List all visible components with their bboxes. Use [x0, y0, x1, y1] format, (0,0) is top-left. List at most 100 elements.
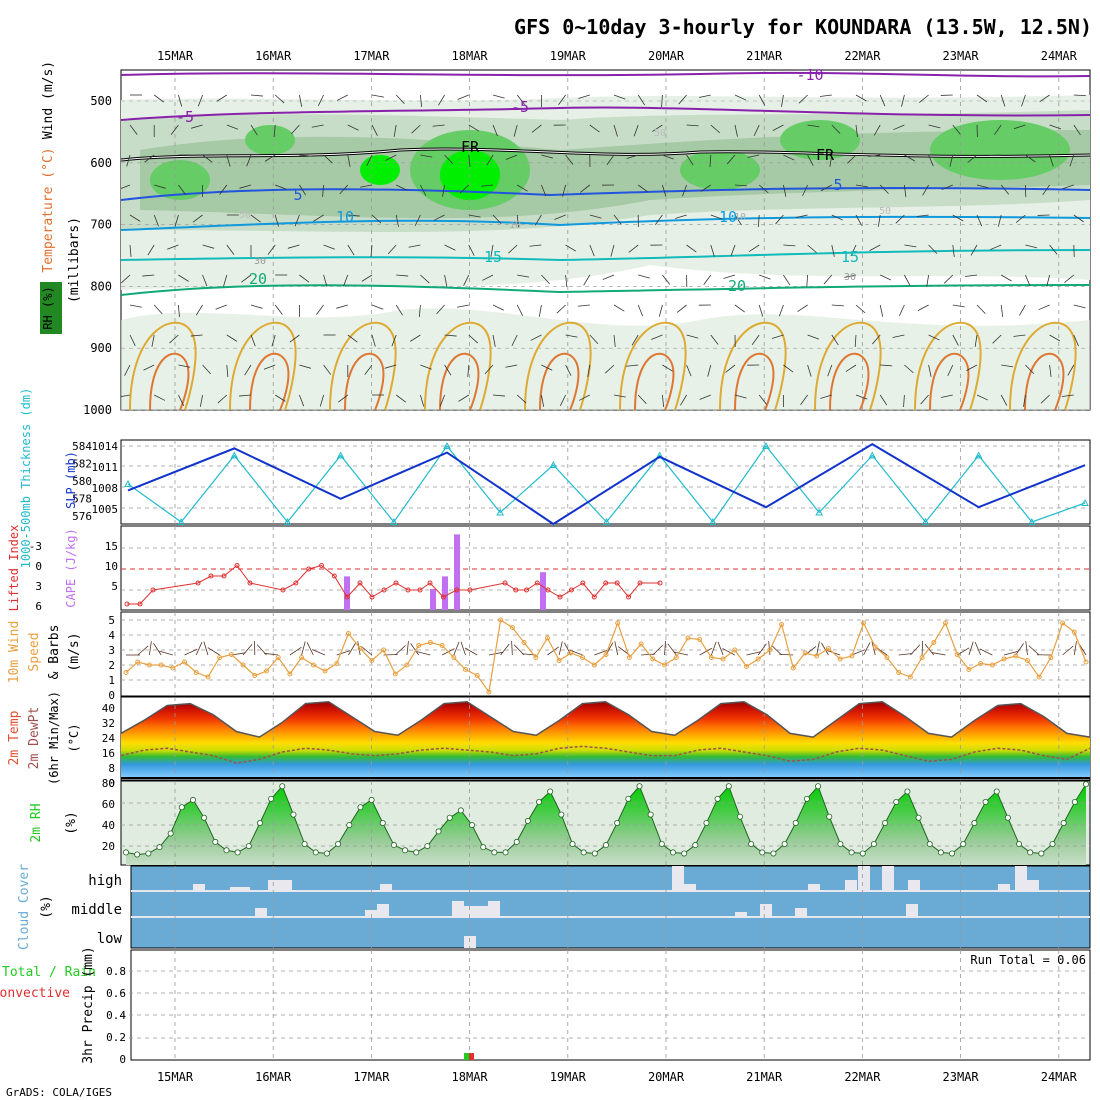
thickness-point	[230, 451, 239, 459]
wind10-point	[357, 646, 363, 651]
thickness-point	[389, 517, 398, 525]
wind10-point	[849, 653, 855, 659]
side-label: 2m DewPt	[27, 707, 42, 770]
side-label: Wind (m/s)	[41, 61, 56, 139]
slp-series	[127, 443, 1086, 526]
wind10-point	[790, 665, 796, 671]
rh2m-point	[156, 844, 163, 851]
contour-label: 50	[239, 210, 251, 221]
li-point	[280, 587, 286, 593]
rh2m-point	[770, 850, 777, 857]
rh2m-point	[781, 841, 788, 848]
cape-bar	[454, 534, 460, 610]
contour-label: -5	[176, 108, 194, 126]
wind10-point	[533, 655, 539, 660]
rh2m-point	[368, 796, 375, 803]
rh2m-point	[524, 817, 531, 824]
upper-wind-barbs	[121, 94, 1086, 408]
wind10-point	[392, 671, 398, 677]
cloud-level-label: low	[97, 931, 123, 947]
wind10-point	[825, 646, 831, 651]
li-point	[319, 563, 324, 568]
cape-tick: 10	[105, 560, 118, 573]
cape-tick: 15	[105, 540, 118, 553]
li-point	[221, 573, 227, 579]
wind10-point	[322, 668, 328, 674]
li-point	[568, 587, 574, 593]
rh2m-point	[357, 804, 364, 811]
rh2m-point	[1060, 820, 1067, 827]
slp-thickness-panel: 584 582 580 578 576 1014 1011 1008 1005	[72, 439, 1091, 526]
rh2m-point	[636, 783, 643, 790]
thickness-point	[549, 460, 558, 468]
pressure-tick: 600	[90, 156, 112, 170]
wind10-point	[685, 635, 691, 641]
wind10-point	[989, 662, 995, 668]
rh2m-point	[971, 820, 978, 827]
thickness-point	[177, 517, 186, 525]
precip-axis: 0.8 0.6 0.4 0.2 0	[106, 965, 126, 1066]
thickness-tick: 580	[72, 475, 92, 488]
wind10-point	[697, 637, 703, 642]
rh2m-point	[681, 850, 688, 857]
rh2m-point	[435, 828, 442, 835]
rh2m-point	[167, 830, 174, 837]
wind10-point	[615, 620, 621, 626]
contour-label: FR	[461, 138, 480, 156]
top-day-label: 16MAR	[255, 49, 292, 63]
rh2m-point	[268, 795, 275, 802]
li-point	[293, 580, 299, 586]
thickness-point	[283, 517, 292, 525]
wind10-point	[919, 655, 925, 660]
rh2m-point	[870, 841, 877, 848]
li-point	[591, 594, 597, 600]
rh2m-point	[178, 804, 185, 811]
wind10-point	[662, 662, 668, 668]
rh2m-point	[625, 795, 632, 802]
temp2m-area	[121, 701, 1090, 778]
li-point	[234, 563, 240, 568]
wind10-point	[837, 656, 843, 662]
li-point	[150, 587, 156, 593]
side-label: (m/s)	[67, 632, 82, 671]
top-day-label: 22MAR	[844, 49, 881, 63]
wind10-point	[767, 647, 773, 653]
precip-bar-convective	[469, 1053, 474, 1060]
cape-li-panel: -3 0 3 6 15 10 5	[29, 525, 1091, 613]
bottom-day-label: 23MAR	[943, 1070, 980, 1084]
li-point	[614, 580, 620, 586]
top-day-labels: 15MAR 16MAR 17MAR 18MAR 19MAR 20MAR 21MAR 22MAR…	[157, 49, 1078, 63]
wind10-tick: 0	[108, 689, 115, 702]
bottom-day-label: 15MAR	[157, 1070, 194, 1084]
li-point	[405, 587, 411, 593]
li-point	[580, 580, 586, 586]
rh2m-point	[547, 788, 554, 795]
wind10-point	[228, 652, 234, 657]
rh2m-area	[126, 784, 1086, 865]
side-label: CAPE (J/kg)	[64, 528, 78, 607]
bottom-day-label: 20MAR	[648, 1070, 685, 1084]
wind10-point	[907, 674, 913, 680]
thickness-point	[708, 517, 717, 525]
wind10-point	[404, 662, 410, 668]
li-point	[195, 580, 201, 586]
precip-tick: 0.8	[106, 965, 126, 978]
wind10-point	[673, 655, 679, 660]
cape-bar	[430, 589, 436, 610]
wind10-point	[1024, 658, 1030, 663]
wind10-point	[708, 655, 714, 660]
wind10-point	[580, 655, 586, 660]
wind10-point	[463, 667, 469, 672]
wind10-point	[802, 650, 808, 656]
top-day-label: 15MAR	[157, 49, 194, 63]
slp-tick: 1011	[92, 461, 119, 474]
side-label: 2m RH	[29, 803, 44, 842]
thickness-points	[124, 441, 1089, 525]
side-label: SLP (mb)	[64, 451, 78, 509]
rh2m-point	[714, 795, 721, 802]
top-day-label: 19MAR	[550, 49, 587, 63]
rh2m-point	[736, 813, 743, 820]
precip-bars	[464, 1053, 474, 1060]
rh2m-point	[335, 841, 342, 848]
li-point	[454, 587, 460, 593]
